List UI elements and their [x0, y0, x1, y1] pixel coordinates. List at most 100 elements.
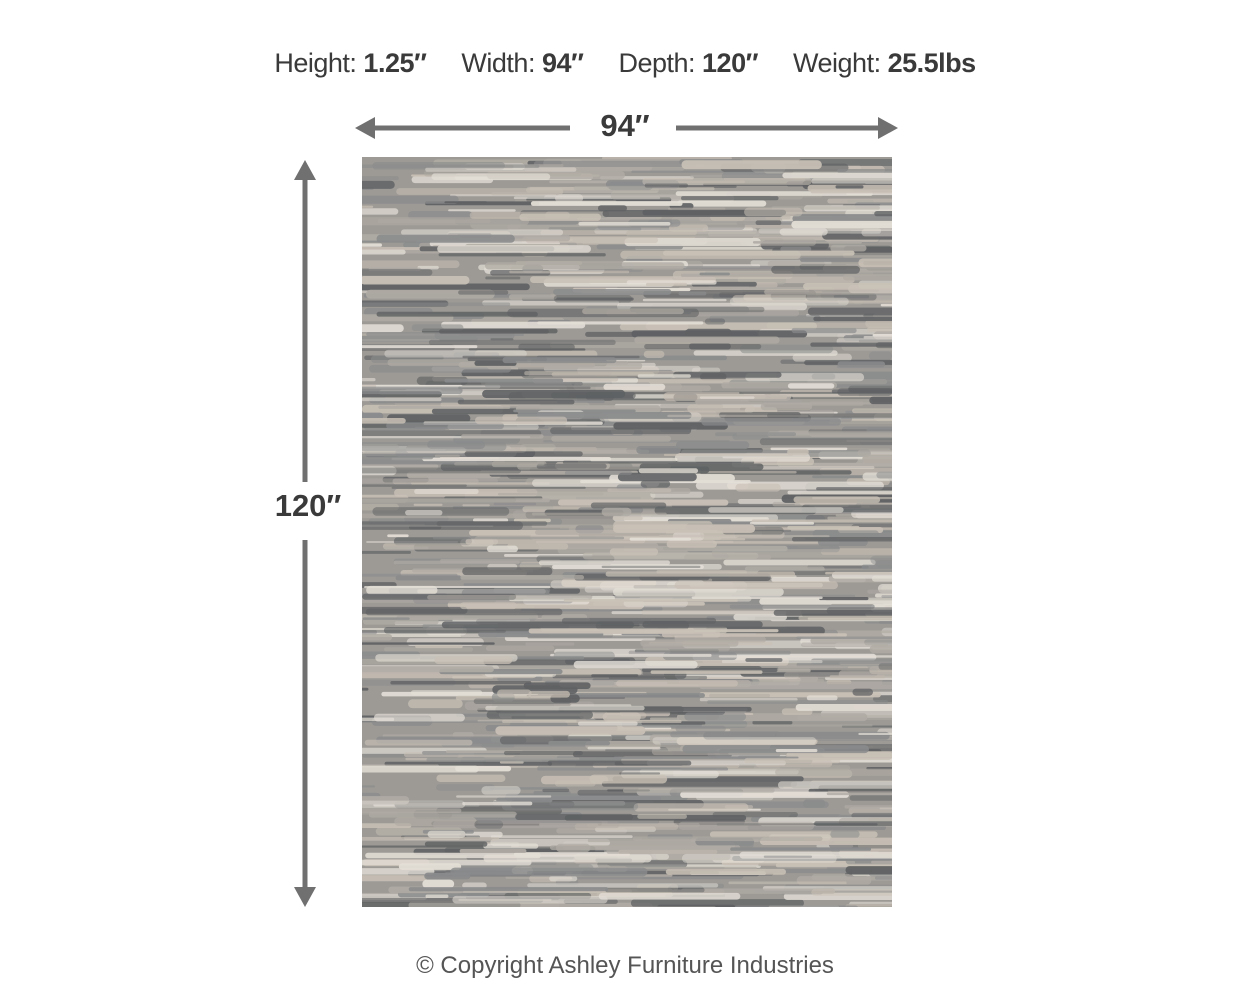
spec-value: 25.5lbs — [887, 48, 977, 78]
rug-texture-stroke — [461, 434, 544, 439]
rug-texture-stroke — [816, 844, 854, 848]
rug-texture-stroke — [718, 655, 892, 658]
rug-texture-stroke — [830, 830, 860, 839]
rug-texture-stroke — [819, 596, 869, 601]
rug-texture-stroke — [553, 651, 615, 660]
rug-texture-stroke — [783, 672, 892, 679]
rug-texture-stroke — [782, 172, 892, 179]
rug-texture-stroke — [502, 357, 617, 364]
rug-texture-stroke — [490, 338, 514, 341]
rug-texture-stroke — [486, 362, 643, 370]
width-arrow-left-head — [355, 117, 375, 139]
rug-texture-stroke — [630, 899, 804, 907]
rug-texture-stroke — [837, 388, 892, 396]
rug-texture-stroke — [537, 767, 729, 771]
rug-texture-stroke — [362, 377, 376, 382]
rug-texture-stroke — [699, 272, 730, 276]
rug-texture-stroke — [362, 550, 412, 554]
rug-texture-stroke — [652, 737, 817, 745]
rug-texture-stroke — [869, 396, 892, 405]
rug-texture-stroke — [362, 208, 399, 215]
rug-texture-stroke — [495, 726, 646, 735]
rug-texture-stroke — [551, 435, 671, 442]
rug-texture-stroke — [362, 412, 384, 420]
rug-texture-stroke — [422, 457, 612, 462]
rug-texture-stroke — [667, 414, 809, 418]
rug-texture-stroke — [810, 658, 892, 665]
rug-texture-stroke — [362, 796, 410, 805]
rug-texture-stroke — [641, 610, 802, 615]
rug-texture-stroke — [733, 613, 787, 621]
rug-texture-stroke — [875, 342, 892, 349]
rug-texture-stroke — [760, 402, 813, 411]
spec-width: Width: 94″ — [461, 48, 584, 78]
rug-texture-stroke — [708, 507, 844, 513]
rug-texture-stroke — [650, 717, 679, 721]
rug-texture-stroke — [383, 455, 441, 459]
rug-texture-stroke — [362, 642, 495, 645]
rug-texture-stroke — [553, 295, 632, 303]
rug-texture-stroke — [704, 318, 726, 325]
rug-texture-stroke — [401, 229, 564, 236]
rug-texture-stroke — [701, 724, 873, 727]
rug-texture-stroke — [553, 288, 672, 295]
rug-texture-stroke — [362, 666, 494, 673]
rug-texture-stroke — [853, 409, 892, 412]
rug-texture-stroke — [642, 178, 812, 186]
rug-texture-stroke — [362, 417, 406, 424]
rug-texture-stroke — [795, 704, 892, 711]
rug-texture-stroke — [509, 270, 630, 274]
specifications-line: Height: 1.25″ Width: 94″ Depth: 120″ Wei… — [0, 48, 1250, 79]
rug-texture-stroke — [646, 282, 688, 287]
rug-texture-stroke — [881, 595, 892, 598]
rug-texture-stroke — [811, 178, 892, 184]
rug-texture-stroke — [837, 169, 892, 173]
rug-texture-stroke — [444, 378, 564, 383]
rug-texture-stroke — [730, 847, 872, 851]
rug-texture-stroke — [701, 418, 841, 426]
rug-texture-stroke — [483, 854, 652, 863]
rug-texture-stroke — [373, 713, 465, 722]
rug-texture-stroke — [436, 774, 506, 782]
rug-texture-stroke — [548, 227, 642, 231]
rug-texture-stroke — [547, 760, 692, 766]
rug-texture-stroke — [425, 167, 577, 172]
spec-label: Depth: — [618, 48, 696, 78]
rug-texture-stroke — [668, 224, 709, 232]
rug-texture-stroke — [362, 808, 462, 813]
rug-texture-stroke — [577, 721, 638, 726]
rug-texture-stroke — [482, 300, 620, 306]
rug-texture-stroke — [879, 620, 892, 624]
rug-texture-stroke — [638, 468, 699, 474]
rug-texture-stroke — [827, 198, 892, 204]
rug-texture-stroke — [681, 160, 822, 170]
height-arrow-top-head — [294, 160, 316, 180]
height-arrow-bottom-head — [294, 887, 316, 907]
rug-texture-stroke — [640, 480, 671, 488]
rug-texture-stroke — [475, 416, 568, 425]
rug-texture-stroke — [845, 866, 892, 875]
rug-texture-stroke — [775, 748, 818, 753]
rug-texture-stroke — [803, 283, 892, 290]
rug-texture-stroke — [777, 781, 892, 789]
rug-texture-stroke — [362, 765, 479, 773]
rug-texture-stroke — [503, 750, 583, 756]
rug-texture-stroke — [861, 564, 892, 570]
rug-texture-stroke — [434, 454, 460, 458]
rug-texture-stroke — [523, 682, 591, 689]
rug-texture-stroke — [465, 538, 499, 545]
rug-texture-stroke — [550, 580, 705, 589]
rug-texture-stroke — [458, 290, 509, 295]
rug-texture-stroke — [390, 681, 532, 685]
spec-depth: Depth: 120″ — [618, 48, 758, 78]
rug-texture-stroke — [481, 786, 521, 795]
rug-texture-stroke — [607, 488, 672, 493]
rug-texture-stroke — [687, 404, 755, 413]
rug-texture-stroke — [709, 693, 770, 698]
rug-texture-stroke — [496, 797, 553, 803]
rug-texture-stroke — [362, 324, 404, 333]
rug-texture-stroke — [674, 581, 838, 590]
rug-texture-stroke — [633, 803, 749, 812]
rug-texture-stroke — [791, 536, 892, 542]
rug-texture-stroke — [715, 432, 796, 437]
